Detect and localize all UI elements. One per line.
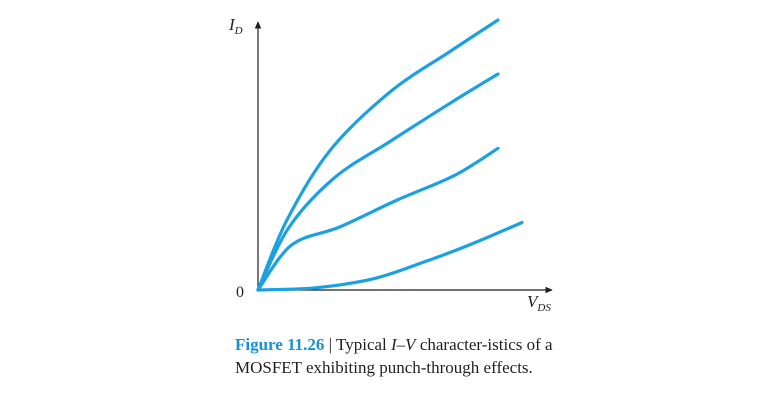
origin-label: 0 (236, 284, 244, 301)
x-axis-label: VDS (527, 292, 551, 314)
y-axis-label: ID (228, 15, 243, 37)
iv-curve-2 (256, 72, 500, 292)
y-axis-label-main: I (228, 15, 236, 34)
caption-iv: I–V (391, 335, 416, 354)
iv-curve-4 (256, 220, 524, 292)
chart: ID VDS 0 (228, 15, 553, 314)
y-axis-label-sub: D (234, 25, 243, 37)
figure-number: Figure 11.26 (235, 335, 325, 354)
x-axis-label-sub: DS (536, 302, 551, 314)
iv-curve-3 (256, 146, 500, 292)
caption-text-2: character-istics of a MOSFET exhibiting … (235, 335, 553, 377)
caption-separator: | (324, 335, 337, 354)
figure-caption: Figure 11.26 | Typical I–V character-ist… (235, 333, 565, 379)
x-axis-label-main: V (527, 292, 540, 311)
iv-curve-1 (256, 18, 500, 292)
caption-text-1: Typical (336, 335, 392, 354)
curves-group (256, 18, 524, 292)
